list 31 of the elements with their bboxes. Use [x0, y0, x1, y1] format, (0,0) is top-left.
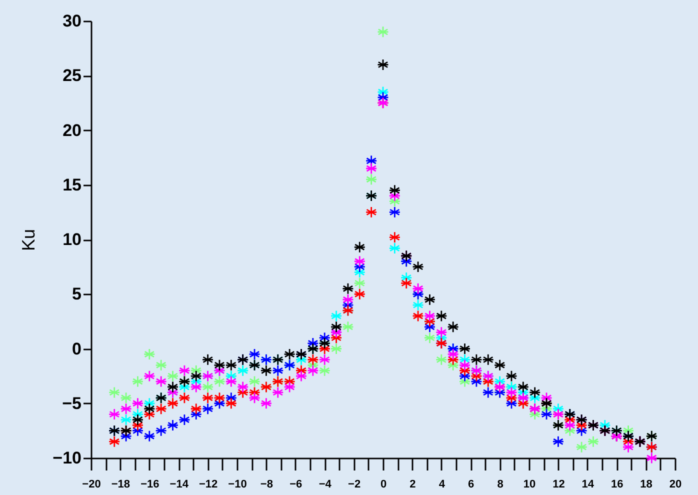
x-tick-label: −18 — [111, 478, 130, 490]
x-tick-label: −16 — [140, 478, 160, 490]
y-tick-label: −10 — [52, 448, 82, 468]
x-tick-label: 18 — [640, 478, 652, 490]
x-tick-label: −4 — [318, 478, 332, 490]
x-tick-label: 10 — [523, 478, 536, 490]
x-tick-label: 4 — [438, 478, 446, 490]
x-tick-label: −14 — [170, 478, 190, 490]
x-tick-label: 12 — [552, 478, 565, 490]
y-tick-label: 0 — [72, 339, 82, 358]
x-tick-label: 0 — [380, 478, 387, 490]
x-tick-label: 16 — [610, 478, 624, 490]
x-tick-label: 6 — [468, 478, 474, 490]
y-tick-label: 15 — [62, 175, 82, 194]
x-tick-label: −2 — [348, 478, 361, 490]
x-tick-label: 14 — [582, 478, 595, 490]
y-tick-label: 5 — [72, 284, 82, 304]
x-tick-label: 20 — [669, 478, 682, 490]
y-axis-title: Ku — [18, 228, 39, 252]
x-tick-label: 2 — [410, 478, 416, 490]
x-tick-label: −20 — [82, 478, 101, 490]
y-tick-label: 20 — [62, 120, 82, 140]
x-tick-label: −12 — [198, 478, 218, 490]
y-tick-label: 30 — [62, 12, 82, 30]
x-tick-label: −8 — [260, 478, 273, 490]
y-tick-label: 25 — [62, 66, 82, 86]
x-tick-label: −10 — [228, 478, 247, 490]
y-tick-label: −5 — [62, 394, 82, 413]
y-tick-label: 10 — [62, 230, 82, 249]
x-tick-label: 8 — [497, 478, 504, 490]
x-tick-label: −6 — [290, 478, 302, 490]
